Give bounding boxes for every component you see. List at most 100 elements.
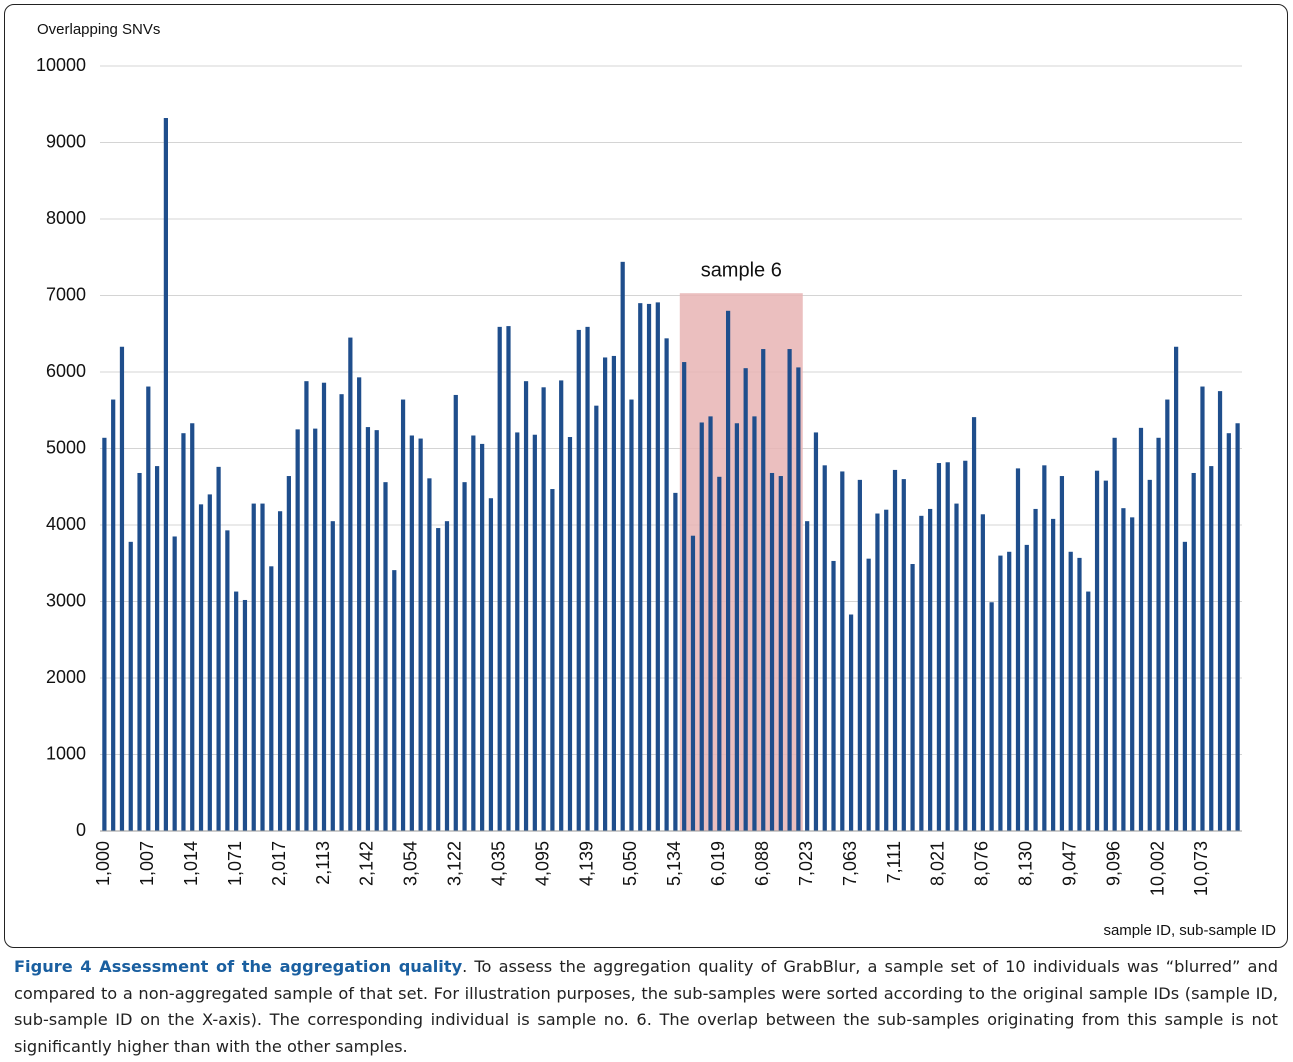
x-tick-label: 8,021: [928, 841, 948, 886]
bar: [523, 381, 529, 831]
bar: [1235, 423, 1240, 831]
bar: [954, 503, 959, 831]
bar: [620, 261, 625, 832]
bar: [436, 528, 441, 831]
x-tick-label: 8,130: [1016, 841, 1036, 886]
bar: [339, 394, 344, 831]
bar: [1156, 437, 1161, 831]
bar: [269, 566, 274, 831]
figure-frame: [4, 4, 1288, 948]
bar: [778, 476, 783, 831]
bar: [769, 472, 775, 831]
bar: [497, 326, 502, 831]
bar: [1182, 541, 1188, 831]
bar: [1077, 557, 1082, 831]
bar: [374, 430, 379, 831]
bar: [734, 423, 739, 831]
bar: [365, 427, 371, 831]
bar: [286, 476, 291, 831]
bar: [708, 416, 713, 831]
y-tick-label: 2000: [46, 667, 86, 687]
bar: [532, 434, 537, 831]
bar: [1130, 517, 1135, 831]
caption-bold: Figure 4 Assessment of the aggregation q…: [14, 957, 463, 976]
bar: [304, 381, 309, 831]
bar: [471, 435, 476, 831]
bar: [1024, 544, 1029, 831]
bar: [690, 535, 696, 831]
x-tick-label: 1,007: [137, 841, 157, 886]
x-tick-label: 3,054: [401, 841, 421, 886]
bar: [480, 443, 485, 831]
bar: [664, 338, 669, 831]
x-tick-label: 3,122: [445, 841, 465, 886]
bar: [225, 530, 230, 831]
bar: [251, 503, 256, 831]
bar: [717, 476, 722, 831]
bar: [655, 302, 660, 831]
x-tick-label: 4,139: [576, 841, 596, 886]
x-tick-label: 7,063: [840, 841, 860, 886]
bar: [848, 614, 854, 831]
highlight-label: sample 6: [701, 259, 782, 281]
bar: [919, 515, 924, 831]
bar: [1121, 508, 1126, 831]
bar: [963, 460, 968, 831]
bar: [163, 118, 168, 831]
bar: [453, 394, 458, 831]
bar: [796, 367, 801, 831]
bar: [260, 503, 265, 831]
x-tick-label: 1,000: [93, 841, 113, 886]
y-tick-label: 0: [76, 820, 86, 840]
y-tick-label: 1000: [46, 743, 86, 763]
x-tick-label: 2,113: [313, 841, 333, 885]
bar: [119, 346, 125, 831]
bar: [242, 599, 248, 831]
x-tick-label: 5,134: [664, 841, 684, 886]
bar: [541, 387, 546, 831]
bar: [1191, 472, 1196, 831]
bar: [1174, 346, 1179, 831]
bar: [330, 521, 335, 831]
bar: [603, 357, 608, 831]
bar: [234, 591, 239, 831]
bar: [409, 435, 414, 831]
bar: [207, 494, 212, 831]
bar: [646, 303, 652, 831]
x-tick-label: 10,002: [1147, 841, 1167, 896]
bar: [805, 521, 810, 831]
bar: [629, 399, 634, 831]
bar: [154, 466, 160, 831]
bar: [172, 536, 177, 831]
bar: [559, 380, 564, 831]
bar: [1217, 391, 1223, 831]
bar: [515, 432, 520, 831]
bar: [462, 482, 467, 831]
bar: [1068, 551, 1073, 831]
bar: [831, 560, 836, 831]
bar: [295, 429, 300, 831]
bar: [611, 355, 617, 831]
bar: [1112, 437, 1117, 831]
bar: [313, 428, 318, 831]
x-tick-label: 9,047: [1059, 841, 1079, 886]
bar: [427, 478, 432, 831]
highlight-region: [679, 293, 803, 832]
bar: [725, 310, 731, 831]
bar: [971, 417, 977, 831]
bar: [383, 482, 388, 831]
y-tick-label: 3000: [46, 590, 86, 610]
bar: [945, 462, 950, 831]
x-tick-label: 1,014: [181, 841, 201, 886]
bar: [892, 469, 898, 831]
x-tick-label: 9,096: [1103, 841, 1123, 886]
x-tick-label: 4,095: [532, 841, 552, 886]
bar: [822, 465, 827, 831]
bar: [980, 514, 985, 831]
x-tick-label: 2,142: [357, 841, 377, 886]
bar: [1138, 427, 1144, 831]
y-tick-label: 7000: [46, 284, 86, 304]
x-tick-label: 6,019: [708, 841, 728, 886]
x-tick-label: 8,076: [972, 841, 992, 886]
x-tick-label: 2,017: [269, 841, 289, 886]
